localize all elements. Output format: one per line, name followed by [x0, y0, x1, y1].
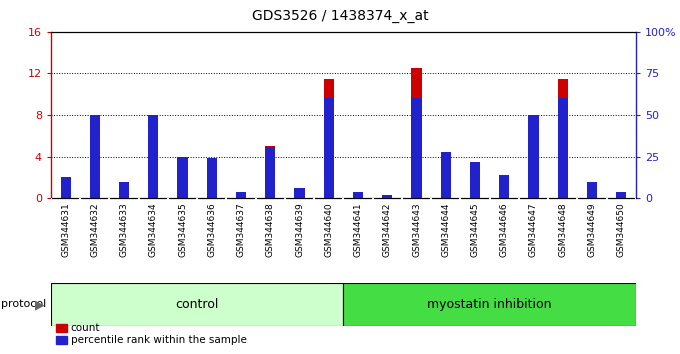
Text: GDS3526 / 1438374_x_at: GDS3526 / 1438374_x_at [252, 9, 428, 23]
Bar [499, 175, 509, 198]
Bar [411, 68, 422, 198]
Bar [616, 192, 626, 198]
Text: GSM344631: GSM344631 [61, 202, 70, 257]
Bar [587, 182, 597, 198]
Bar [207, 158, 217, 198]
Bar [382, 195, 392, 198]
Bar [61, 177, 71, 198]
Bar [343, 283, 636, 326]
Bar [324, 79, 334, 198]
Text: myostatin inhibition: myostatin inhibition [427, 298, 552, 311]
Bar [499, 183, 509, 198]
Text: GSM344646: GSM344646 [500, 202, 509, 257]
Text: GSM344633: GSM344633 [120, 202, 129, 257]
Text: GSM344638: GSM344638 [266, 202, 275, 257]
Bar [148, 115, 158, 198]
Bar [119, 182, 129, 198]
Bar [236, 197, 246, 198]
Text: GSM344645: GSM344645 [471, 202, 479, 257]
Bar [587, 183, 597, 198]
Bar [177, 162, 188, 198]
Bar [294, 188, 305, 198]
Bar [528, 136, 539, 198]
Bar [207, 164, 217, 198]
Text: GSM344639: GSM344639 [295, 202, 304, 257]
Bar [382, 196, 392, 198]
Text: GSM344649: GSM344649 [588, 202, 596, 257]
Bar [177, 156, 188, 198]
Bar [441, 162, 451, 198]
Bar [265, 147, 275, 198]
Text: ▶: ▶ [35, 298, 45, 311]
Text: protocol: protocol [1, 299, 47, 309]
Text: GSM344637: GSM344637 [237, 202, 245, 257]
Bar [441, 152, 451, 198]
Text: GSM344644: GSM344644 [441, 202, 450, 257]
Text: GSM344632: GSM344632 [90, 202, 99, 257]
Bar [411, 98, 422, 198]
Bar [353, 192, 363, 198]
Bar [324, 98, 334, 198]
Text: GSM344640: GSM344640 [324, 202, 333, 257]
Bar [353, 197, 363, 198]
Bar [294, 193, 305, 198]
Bar [119, 183, 129, 198]
Text: GSM344643: GSM344643 [412, 202, 421, 257]
Legend: count, percentile rank within the sample: count, percentile rank within the sample [56, 323, 247, 345]
Text: GSM344635: GSM344635 [178, 202, 187, 257]
Bar [558, 79, 568, 198]
Text: control: control [175, 298, 219, 311]
Text: GSM344647: GSM344647 [529, 202, 538, 257]
Bar [558, 98, 568, 198]
Bar [51, 283, 343, 326]
Bar [90, 146, 100, 198]
Bar [265, 146, 275, 198]
Text: GSM344634: GSM344634 [149, 202, 158, 257]
Bar [528, 115, 539, 198]
Text: GSM344641: GSM344641 [354, 202, 362, 257]
Bar [148, 124, 158, 198]
Bar [616, 196, 626, 198]
Bar [470, 162, 480, 198]
Bar [90, 115, 100, 198]
Text: GSM344648: GSM344648 [558, 202, 567, 257]
Bar [61, 196, 71, 198]
Text: GSM344636: GSM344636 [207, 202, 216, 257]
Bar [236, 192, 246, 198]
Bar [470, 169, 480, 198]
Text: GSM344642: GSM344642 [383, 202, 392, 257]
Text: GSM344650: GSM344650 [617, 202, 626, 257]
